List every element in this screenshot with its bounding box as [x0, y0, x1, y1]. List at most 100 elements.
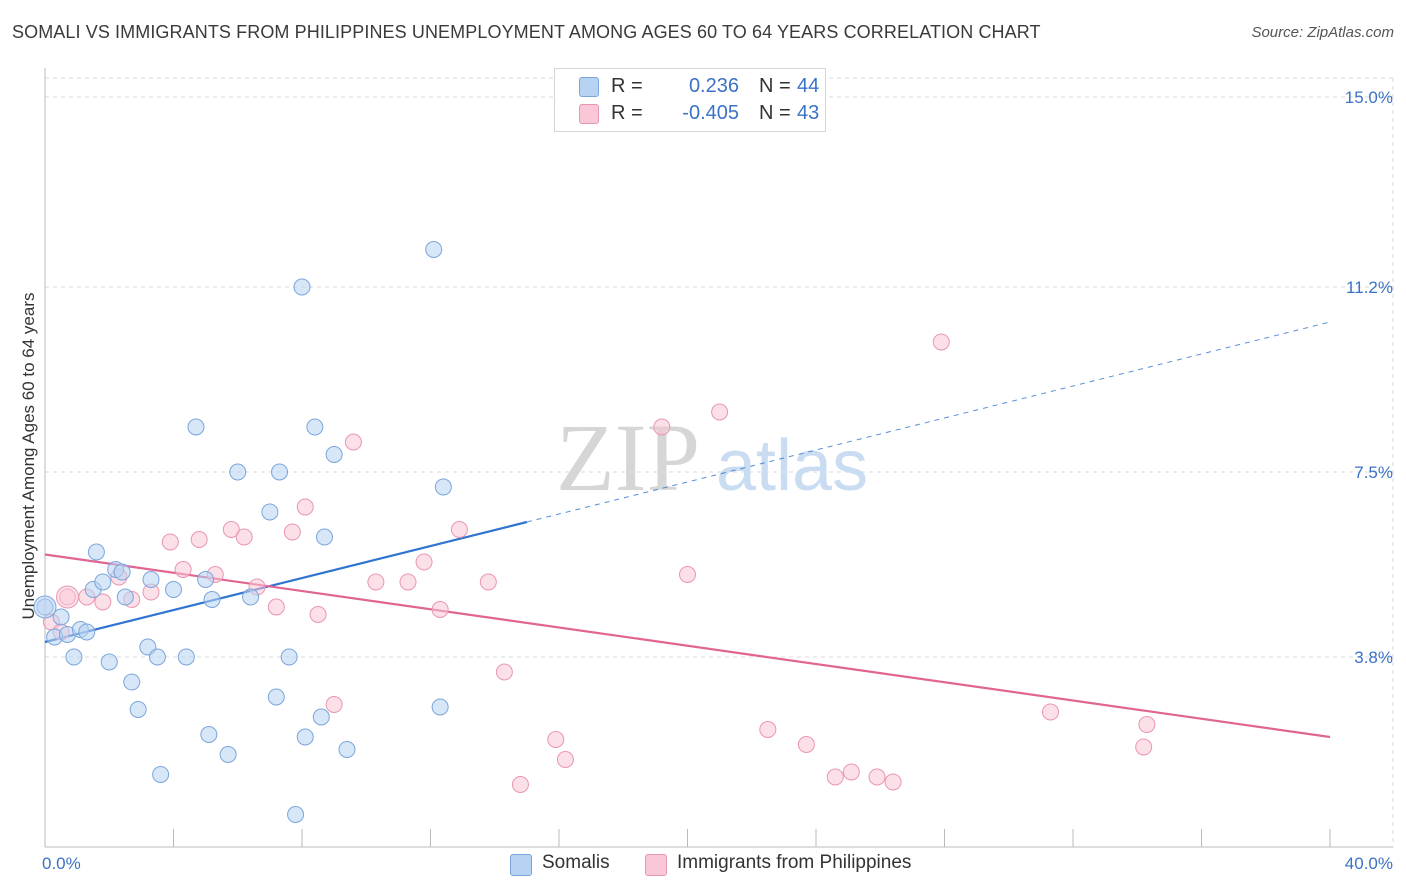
somali-point: [312, 708, 330, 726]
somali-point-large: [33, 595, 57, 619]
somali-point: [113, 563, 131, 581]
watermark-zip: ZIP: [556, 404, 700, 511]
data-points: [33, 241, 1156, 823]
somali-point: [165, 581, 182, 598]
philippines-point: [235, 528, 253, 546]
somali-point: [177, 648, 195, 666]
philippines-point: [283, 523, 301, 541]
philippines-point: [399, 573, 417, 591]
philippines-point: [344, 433, 362, 451]
somali-point: [325, 446, 343, 463]
legend-n-label: N =: [759, 75, 791, 97]
legend-swatch-somalis: [579, 77, 599, 97]
somali-point: [94, 573, 112, 591]
philippines-point: [868, 768, 886, 786]
philippines-point: [267, 598, 285, 616]
y-axis-label: Unemployment Among Ages 60 to 64 years: [19, 293, 38, 620]
somali-point: [338, 741, 356, 758]
somali-point: [200, 726, 218, 743]
philippines-point: [222, 521, 240, 538]
philippines-point: [479, 573, 497, 591]
somali-point: [242, 588, 260, 606]
somali-point: [52, 608, 70, 626]
philippines-point: [309, 606, 327, 623]
somali-point: [229, 463, 247, 481]
y-tick-label: 3.8%: [1354, 648, 1393, 667]
somali-point: [271, 463, 289, 481]
tick-labels: 3.8% 7.5% 11.2% 15.0% 0.0% 40.0%: [42, 88, 1393, 873]
philippines-point: [797, 736, 815, 753]
legend-n-value: 44: [797, 75, 820, 97]
philippines-point: [679, 566, 696, 583]
philippines-point: [1138, 716, 1156, 733]
somali-point: [65, 648, 83, 666]
legend-r-value: -0.405: [682, 102, 739, 124]
philippines-point: [653, 418, 671, 436]
philippines-point: [1135, 738, 1153, 756]
somali-point: [431, 698, 449, 716]
philippines-point: [325, 696, 343, 713]
bottom-legend-swatch-somalis: [510, 854, 532, 876]
correlation-legend: R = 0.236 N = 44 R = -0.405 N = 43: [554, 68, 826, 132]
philippines-point: [296, 498, 314, 516]
philippines-point: [759, 721, 777, 738]
philippines-point: [556, 751, 574, 768]
somali-point: [123, 673, 141, 691]
philippines-point: [711, 403, 729, 421]
legend-n-label: N =: [759, 102, 791, 124]
philippines-point-large: [55, 585, 79, 609]
philippines-point: [431, 601, 449, 618]
philippines-point: [1042, 703, 1060, 721]
somali-point: [78, 623, 96, 641]
somali-point: [203, 591, 221, 608]
bottom-legend-swatch-philippines: [645, 854, 667, 876]
source-label: Source: ZipAtlas.com: [1251, 24, 1394, 41]
x-tick-label: 0.0%: [42, 854, 81, 873]
chart-title: SOMALI VS IMMIGRANTS FROM PHILIPPINES UN…: [12, 22, 1041, 42]
legend-r-label: R =: [611, 102, 643, 124]
legend-swatch-philippines: [579, 104, 599, 124]
philippines-point: [932, 333, 950, 351]
philippines-point: [190, 531, 208, 548]
legend-r-value: 0.236: [688, 75, 739, 97]
somali-point: [425, 241, 443, 258]
somali-point: [187, 418, 205, 436]
philippines-point: [94, 593, 112, 611]
somali-point: [152, 766, 170, 783]
philippines-point: [547, 731, 565, 748]
somali-point: [306, 418, 324, 436]
somali-point: [315, 528, 333, 546]
somali-point: [197, 571, 215, 588]
y-tick-label: 15.0%: [1345, 88, 1393, 107]
watermark-atlas: atlas: [716, 426, 868, 506]
x-tick-label: 40.0%: [1345, 854, 1393, 873]
somali-point: [296, 728, 314, 746]
y-tick-label: 7.5%: [1354, 463, 1393, 482]
bottom-legend-label-somalis: Somalis: [542, 852, 610, 873]
somali-point: [129, 701, 147, 718]
somali-point: [267, 688, 285, 706]
philippines-point: [511, 776, 529, 793]
somali-point: [280, 648, 298, 666]
philippines-point: [415, 553, 433, 571]
somali-point: [116, 588, 134, 606]
somali-point: [261, 503, 279, 521]
axes: [44, 68, 1393, 848]
philippines-point: [826, 768, 844, 786]
somali-point: [293, 278, 311, 296]
philippines-point: [367, 573, 385, 591]
philippines-point: [842, 763, 860, 781]
philippines-point: [161, 533, 179, 551]
somali-point: [100, 653, 118, 671]
somali-point: [142, 571, 160, 588]
somali-point: [219, 746, 237, 763]
somali-point: [434, 478, 452, 496]
somali-point: [87, 543, 105, 561]
philippines-point: [495, 663, 513, 681]
somali-trend-line: [44, 520, 528, 644]
legend-r-label: R =: [611, 75, 643, 97]
somali-point: [287, 806, 305, 823]
somali-trend-extension: [526, 321, 1331, 523]
legend-n-value: 43: [797, 102, 820, 124]
